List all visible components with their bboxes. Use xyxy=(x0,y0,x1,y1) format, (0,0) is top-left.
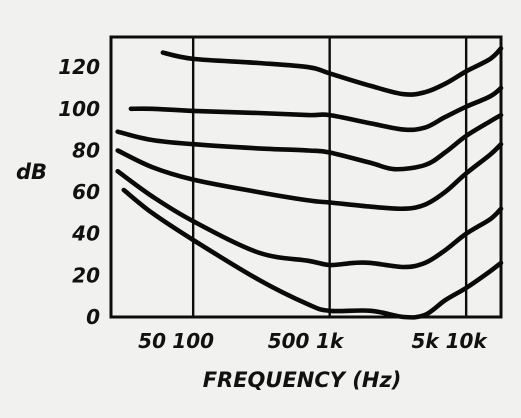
curves xyxy=(115,46,504,320)
x-tick-label: 5k xyxy=(411,329,440,353)
curve-line-3 xyxy=(115,112,504,172)
vertical-grid-lines xyxy=(191,37,468,317)
curve-line-2 xyxy=(115,141,504,212)
curve-line-5 xyxy=(160,46,504,97)
x-axis-label: FREQUENCY (Hz) xyxy=(203,368,402,392)
x-tick-label: 50 xyxy=(138,329,166,353)
x-tick-labels: 50 100 500 1k 5k 10k xyxy=(138,329,488,353)
curve-line-4 xyxy=(128,85,504,133)
y-tick-label: 60 xyxy=(72,180,100,204)
y-tick-labels: 0 20 40 60 80 100 120 xyxy=(58,55,100,329)
y-tick-label: 100 xyxy=(58,97,100,121)
plot-frame xyxy=(109,35,503,319)
curve-line-1 xyxy=(115,169,504,270)
x-tick-label: 100 xyxy=(172,329,214,353)
y-tick-label: 120 xyxy=(58,55,100,79)
y-tick-label: 20 xyxy=(72,263,100,287)
x-tick-label: 500 xyxy=(268,329,310,353)
y-axis-label: dB xyxy=(16,160,47,184)
x-tick-label: 10k xyxy=(446,329,489,353)
curve-line-0 xyxy=(121,187,504,320)
y-tick-label: 0 xyxy=(86,305,100,329)
y-tick-label: 80 xyxy=(72,138,100,162)
x-tick-label: 1k xyxy=(316,329,345,353)
y-tick-label: 40 xyxy=(71,222,100,246)
